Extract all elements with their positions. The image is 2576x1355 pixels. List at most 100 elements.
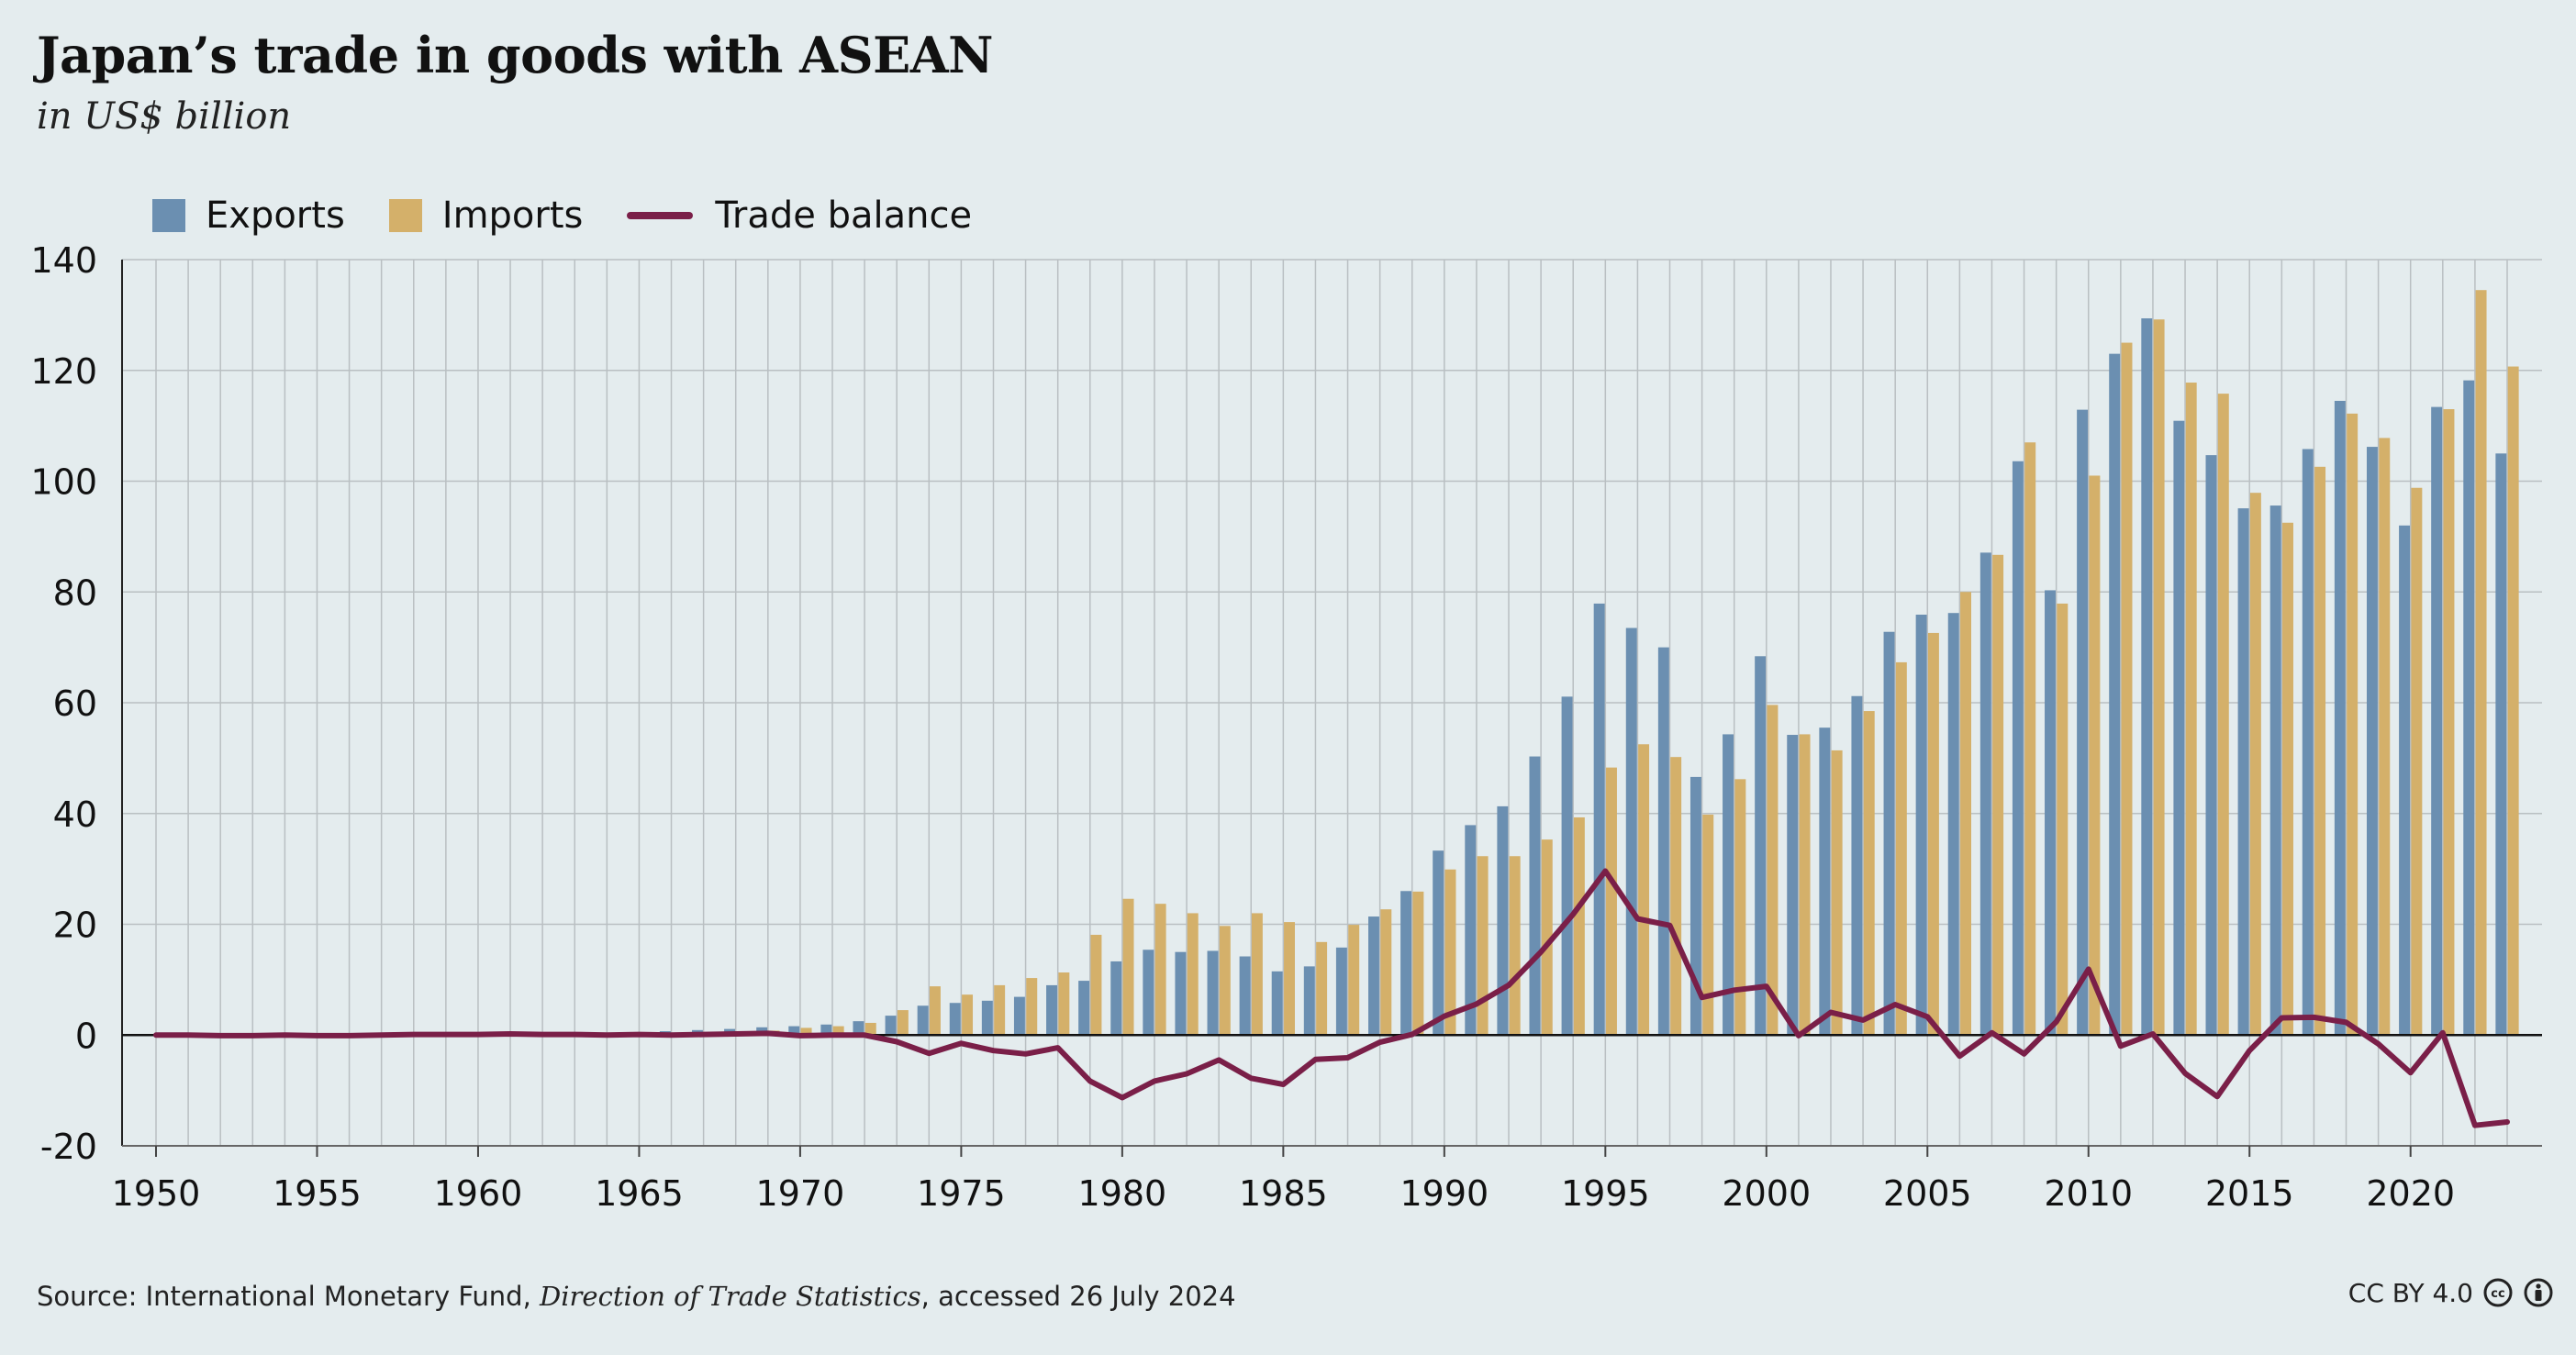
legend-label-exports: Exports — [206, 194, 345, 237]
legend-swatch-exports — [152, 199, 185, 232]
y-tick-label: 120 — [30, 351, 97, 392]
bar-exports — [2237, 508, 2249, 1036]
series-line-trade-balance — [153, 868, 2510, 1128]
bar-imports — [1444, 869, 1456, 1036]
bar-imports — [1090, 934, 1102, 1036]
bar-imports — [2089, 475, 2101, 1036]
bar-imports — [1541, 839, 1553, 1036]
bar-imports — [1477, 856, 1489, 1036]
bar-exports — [1368, 916, 1379, 1036]
bar-imports — [2507, 366, 2519, 1036]
bar-exports — [2269, 505, 2281, 1036]
x-tick-label: 1970 — [756, 1173, 845, 1214]
x-tick-label: 1950 — [112, 1173, 201, 1214]
bar-exports — [2399, 525, 2411, 1036]
bar-exports — [2045, 590, 2056, 1036]
bar-imports — [2217, 394, 2229, 1036]
bar-imports — [1219, 926, 1231, 1036]
bar-exports — [1593, 603, 1605, 1036]
bar-imports — [1509, 856, 1521, 1036]
bar-imports — [2347, 413, 2359, 1036]
bar-imports — [864, 1022, 876, 1036]
x-tick-label: 1985 — [1239, 1173, 1328, 1214]
x-tick-label: 1995 — [1561, 1173, 1650, 1214]
bar-exports — [1979, 552, 1991, 1036]
bar-imports — [1799, 734, 1811, 1036]
bar-exports — [917, 1005, 929, 1036]
license-label: CC BY 4.0 — [2347, 1277, 2473, 1308]
x-tick-label: 1990 — [1400, 1173, 1489, 1214]
bar-imports — [2411, 487, 2423, 1036]
bar-imports — [2475, 290, 2487, 1036]
legend-item-balance: Trade balance — [627, 194, 972, 237]
x-tick-label: 1980 — [1078, 1173, 1167, 1214]
bar-exports — [1915, 615, 1927, 1036]
bar-imports — [2314, 466, 2326, 1036]
bar-imports — [1316, 941, 1328, 1036]
bar-imports — [2443, 409, 2455, 1036]
legend: Exports Imports Trade balance — [152, 194, 1016, 237]
bar-imports — [1927, 632, 1939, 1036]
bar-exports — [2173, 420, 2185, 1036]
bar-imports — [2057, 603, 2069, 1036]
bar-imports — [1154, 904, 1166, 1036]
x-tick-label: 1965 — [595, 1173, 684, 1214]
bar-exports — [1497, 805, 1509, 1036]
x-tick-label: 2020 — [2366, 1173, 2455, 1214]
bar-exports — [1755, 656, 1767, 1036]
x-tick-label: 1955 — [273, 1173, 362, 1214]
bar-exports — [2366, 447, 2378, 1036]
bar-exports — [2334, 400, 2346, 1036]
y-tick-label: 140 — [30, 240, 97, 281]
bar-exports — [1947, 613, 1959, 1036]
legend-item-exports: Exports — [152, 194, 345, 237]
bar-exports — [1175, 951, 1187, 1036]
y-tick-label: 80 — [53, 572, 97, 613]
bar-imports — [2282, 522, 2293, 1036]
bar-exports — [1819, 727, 1831, 1036]
bar-exports — [1625, 628, 1637, 1036]
legend-swatch-imports — [388, 199, 422, 232]
bar-exports — [1561, 696, 1573, 1036]
bar-imports — [1831, 750, 1843, 1036]
y-tick-label: 100 — [30, 462, 97, 503]
bar-exports — [1335, 947, 1347, 1036]
bar-imports — [2121, 342, 2133, 1036]
source-title: Direction of Trade Statistics — [540, 1281, 921, 1312]
source-note: Source: International Monetary Fund, Dir… — [37, 1281, 1236, 1312]
x-tick-label: 2000 — [1722, 1173, 1811, 1214]
bar-exports — [1529, 756, 1541, 1036]
bar-exports — [1013, 996, 1025, 1036]
license: CC BY 4.0 cc — [2348, 1277, 2554, 1308]
bar-exports — [885, 1016, 897, 1036]
bar-imports — [832, 1026, 844, 1036]
bar-exports — [1433, 850, 1444, 1036]
bar-imports — [1412, 891, 1424, 1036]
x-tick-label: 2015 — [2205, 1173, 2294, 1214]
bar-imports — [800, 1027, 812, 1036]
bar-exports — [1689, 776, 1701, 1036]
bar-exports — [2141, 317, 2153, 1036]
bar-exports — [1465, 825, 1477, 1036]
bar-exports — [1110, 961, 1122, 1036]
bar-exports — [1787, 735, 1799, 1036]
source-prefix: Source: International Monetary Fund, — [37, 1281, 541, 1312]
bar-exports — [1400, 891, 1412, 1036]
bar-imports — [2153, 319, 2165, 1036]
bar-imports — [1863, 711, 1875, 1036]
bar-exports — [853, 1021, 864, 1036]
bar-imports — [1058, 972, 1070, 1036]
svg-text:cc: cc — [2491, 1287, 2504, 1301]
bar-exports — [2463, 380, 2475, 1036]
bar-exports — [1239, 956, 1251, 1036]
bar-exports — [1046, 984, 1057, 1036]
legend-label-imports: Imports — [441, 194, 584, 237]
bar-exports — [2205, 455, 2217, 1036]
bar-imports — [1895, 661, 1907, 1036]
bar-imports — [1606, 767, 1617, 1036]
bar-imports — [2185, 383, 2197, 1036]
attribution-icon — [2524, 1278, 2553, 1307]
bar-exports — [820, 1024, 832, 1036]
bar-imports — [1251, 913, 1263, 1036]
bar-exports — [1851, 695, 1863, 1036]
